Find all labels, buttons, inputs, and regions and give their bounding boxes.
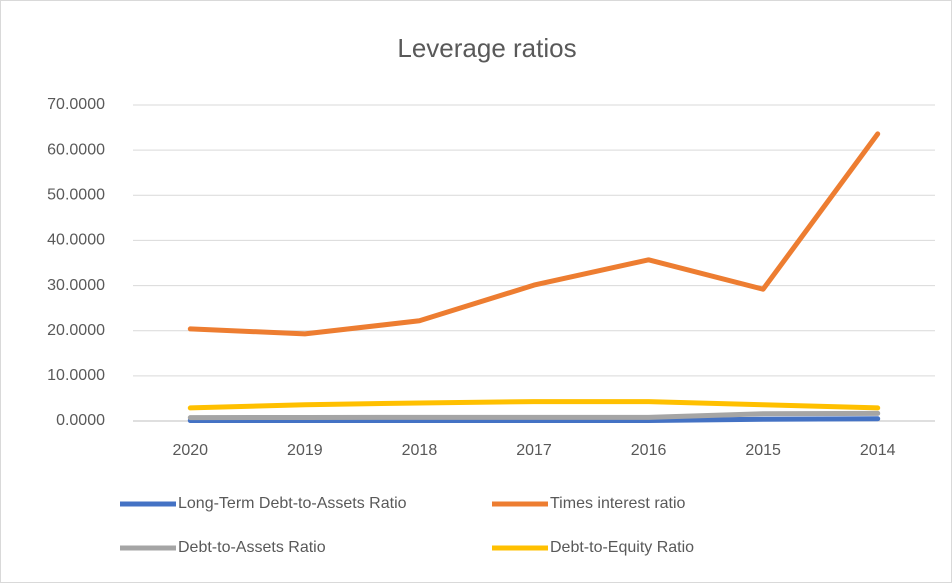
- x-tick-label: 2020: [172, 442, 208, 459]
- y-tick-label: 70.0000: [47, 96, 105, 113]
- line-series: [187, 399, 881, 411]
- line-series: [187, 416, 881, 424]
- x-tick-label: 2014: [860, 442, 896, 459]
- y-tick-label: 0.0000: [56, 412, 105, 429]
- legend-label: Debt-to-Equity Ratio: [550, 539, 694, 556]
- y-tick-label: 30.0000: [47, 277, 105, 294]
- y-tick-label: 60.0000: [47, 141, 105, 158]
- line-series: [187, 410, 881, 421]
- x-tick-label: 2018: [402, 442, 438, 459]
- y-tick-label: 40.0000: [47, 232, 105, 249]
- chart-title: Leverage ratios: [397, 33, 576, 63]
- x-tick-label: 2017: [516, 442, 552, 459]
- y-tick-label: 20.0000: [47, 322, 105, 339]
- x-tick-label: 2015: [745, 442, 781, 459]
- x-tick-label: 2016: [631, 442, 667, 459]
- legend-label: Long-Term Debt-to-Assets Ratio: [178, 495, 407, 512]
- legend-label: Times interest ratio: [550, 495, 686, 512]
- y-tick-label: 10.0000: [47, 367, 105, 384]
- line-series: [187, 131, 881, 337]
- y-tick-label: 50.0000: [47, 187, 105, 204]
- x-tick-label: 2019: [287, 442, 323, 459]
- legend-label: Debt-to-Assets Ratio: [178, 539, 326, 556]
